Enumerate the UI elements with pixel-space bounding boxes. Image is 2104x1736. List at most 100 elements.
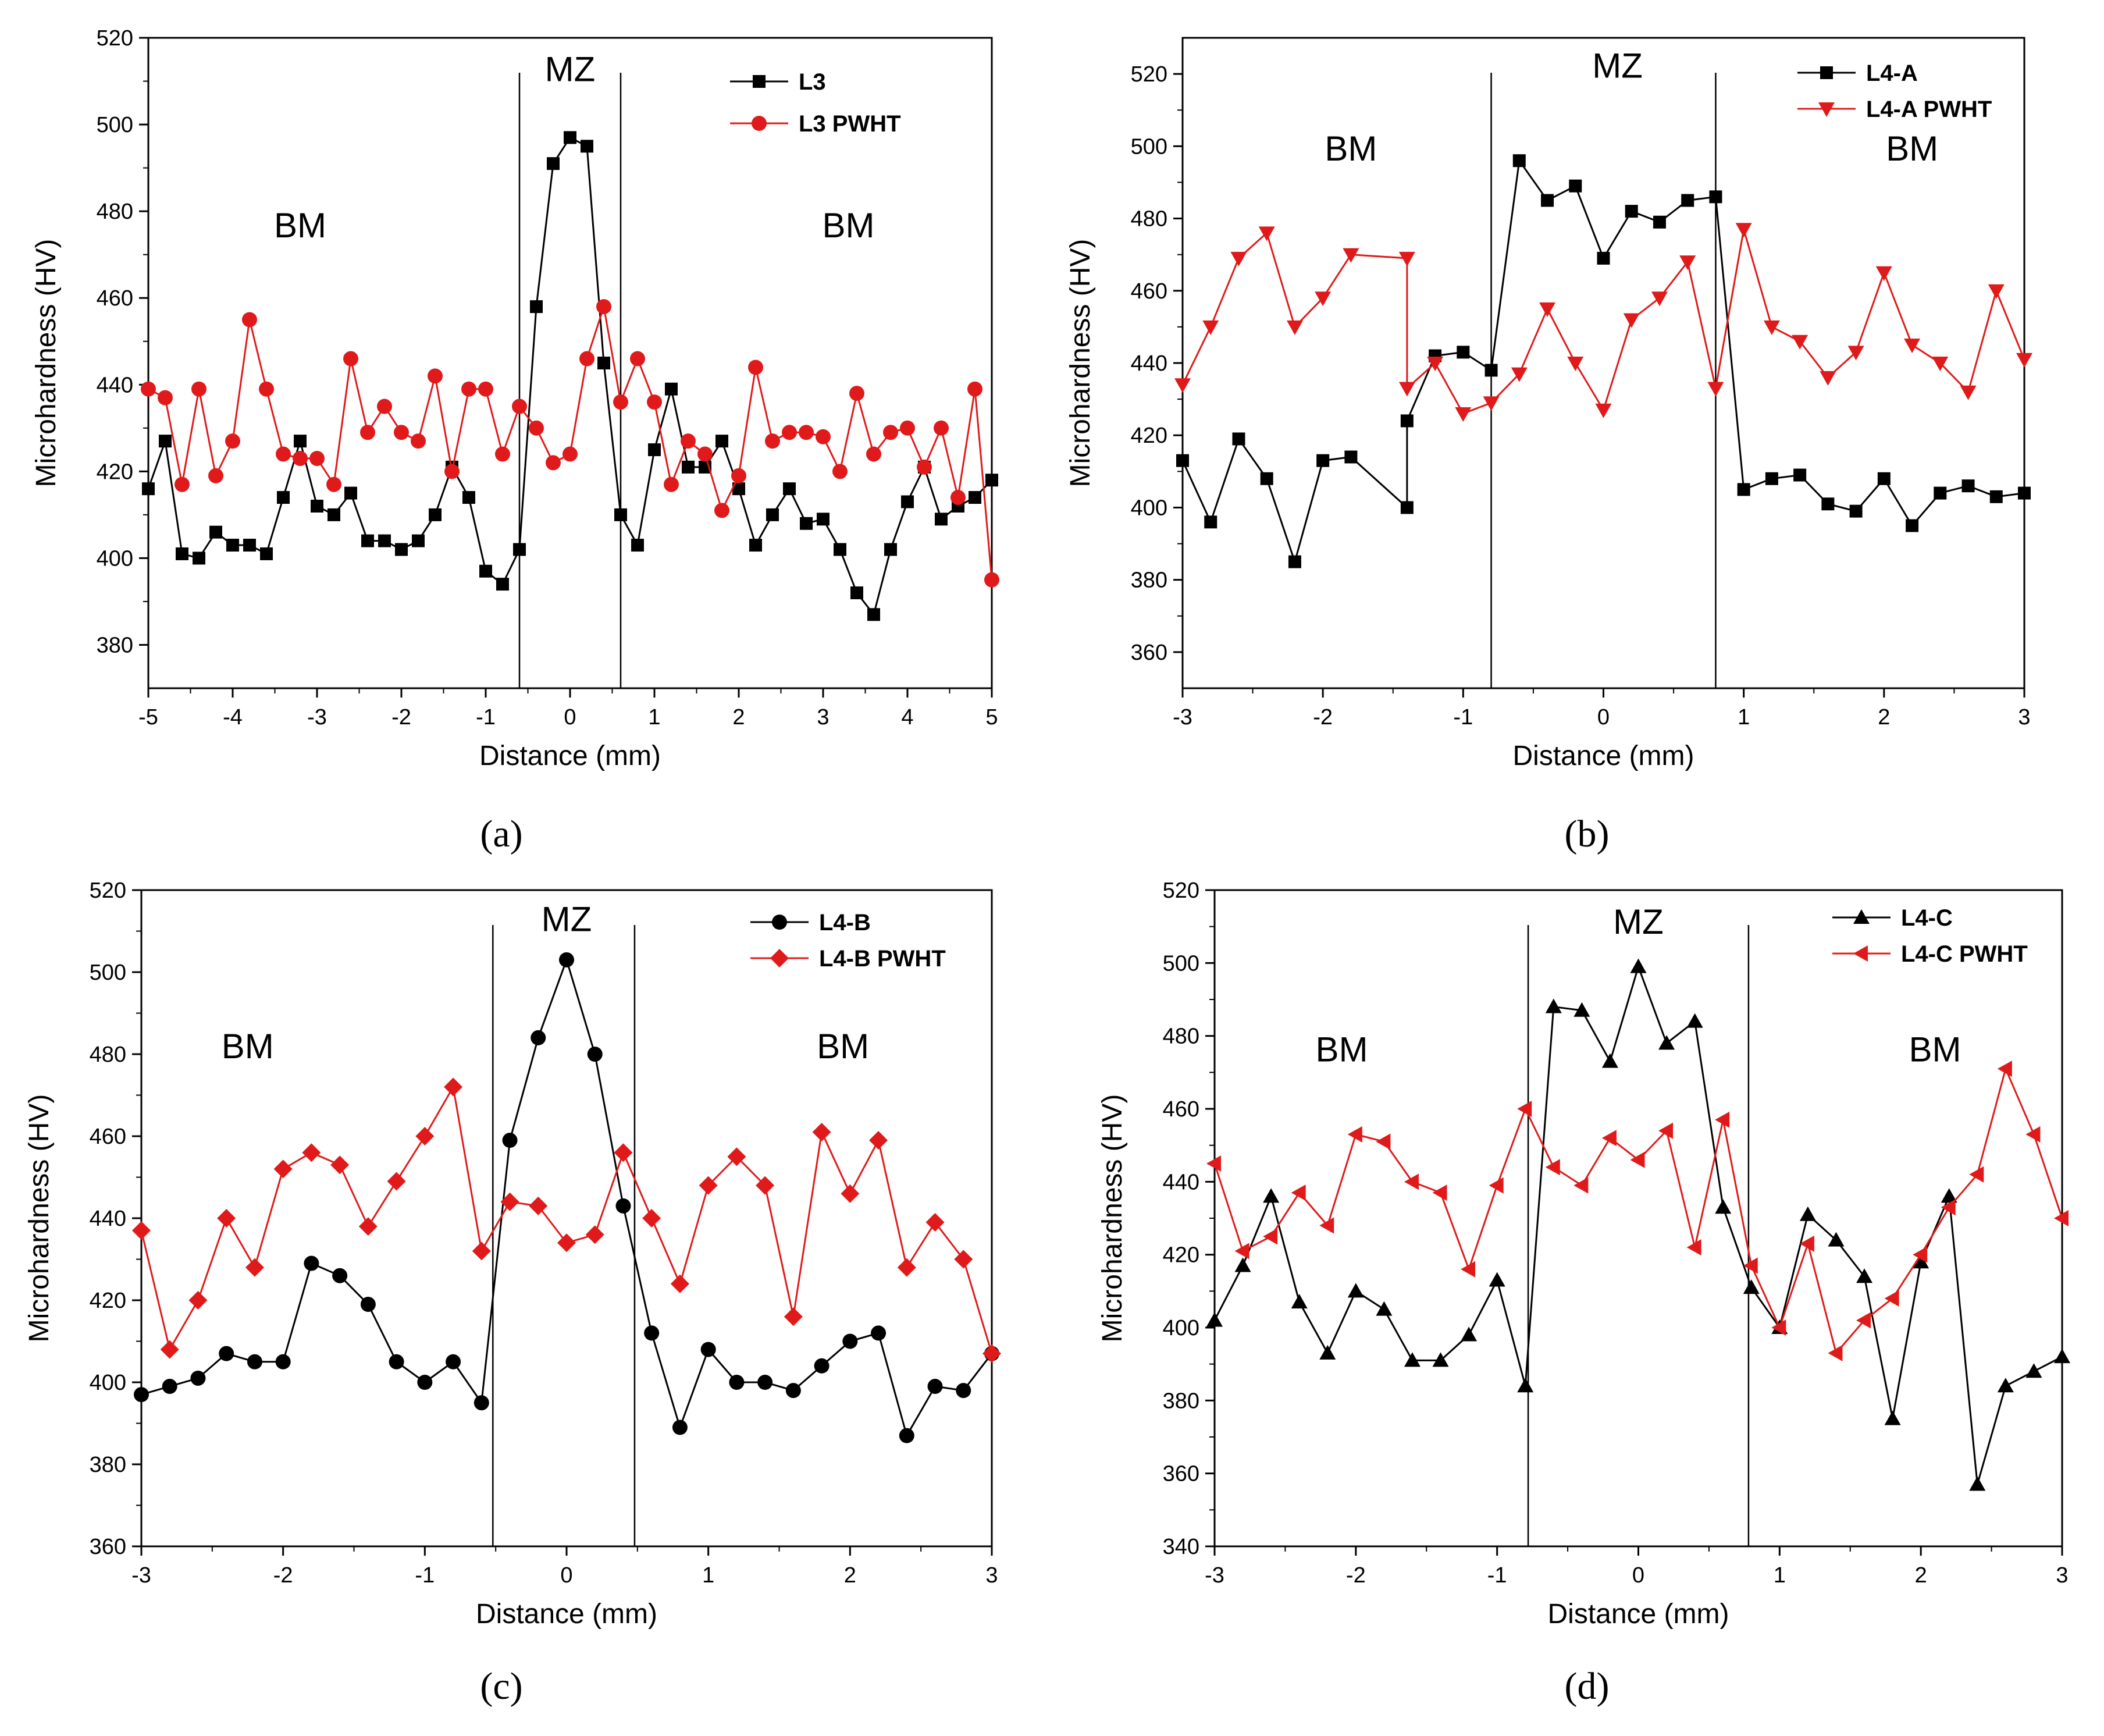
data-point — [841, 1184, 860, 1203]
y-tick-label: 420 — [97, 460, 133, 484]
legend-entry: L4-B PWHT — [750, 946, 946, 972]
data-point — [756, 1176, 775, 1195]
data-point — [1743, 1257, 1758, 1274]
data-point — [1398, 382, 1415, 397]
y-tick-label: 440 — [90, 1207, 126, 1231]
data-point — [1715, 1111, 1730, 1128]
data-point — [417, 1375, 433, 1390]
legend-marker — [1818, 102, 1835, 117]
data-point — [897, 1258, 916, 1277]
y-tick-label: 480 — [97, 200, 133, 224]
legend-label: L3 — [799, 69, 826, 95]
x-tick-label: -1 — [1487, 1563, 1507, 1588]
data-point — [1511, 367, 1528, 382]
data-point — [1288, 555, 1301, 568]
y-tick-label: 380 — [90, 1453, 126, 1477]
data-point — [1765, 472, 1778, 485]
y-tick-label: 440 — [1163, 1170, 1199, 1194]
data-point — [1625, 205, 1638, 218]
data-point — [1988, 284, 2005, 299]
x-tick-label: -1 — [415, 1563, 435, 1588]
data-point — [1489, 1272, 1505, 1287]
series-as-welded — [142, 131, 998, 621]
data-point — [699, 1176, 718, 1195]
panel-caption: (c) — [480, 1665, 522, 1707]
data-point — [1455, 407, 1472, 422]
legend-label: L4-A PWHT — [1866, 97, 1992, 122]
data-point — [956, 1383, 971, 1399]
data-point — [1799, 1235, 1814, 1252]
panel-a: -5 -4 -3 -2 -1 0 1 2 3 4 5 380 400 420 440 460 480 500 520… — [31, 26, 999, 855]
data-point — [1737, 483, 1750, 496]
data-point — [982, 1344, 1001, 1363]
data-point — [1541, 194, 1554, 207]
data-point — [344, 486, 357, 500]
data-point — [1232, 432, 1245, 446]
y-tick-label: 520 — [97, 26, 133, 51]
region-label: BM — [823, 206, 875, 245]
y-tick-label: 420 — [1163, 1243, 1199, 1268]
data-point — [1941, 1188, 1957, 1203]
data-point — [1601, 1053, 1618, 1068]
data-point — [217, 1209, 236, 1228]
data-point — [474, 1395, 489, 1411]
data-point — [700, 1342, 716, 1357]
data-point — [219, 1346, 234, 1361]
data-point — [1932, 357, 1949, 371]
legend-entry: L4-A PWHT — [1797, 97, 1992, 122]
data-point — [1597, 251, 1610, 265]
y-tick-label: 480 — [90, 1043, 126, 1067]
data-point — [478, 381, 493, 397]
data-point — [1623, 313, 1640, 328]
data-point — [415, 1127, 435, 1146]
data-point — [495, 446, 510, 462]
data-point — [1484, 364, 1498, 377]
legend-label: L4-C — [1901, 905, 1953, 931]
x-tick-label: -3 — [1205, 1563, 1224, 1588]
data-point — [158, 390, 173, 405]
data-point — [260, 547, 273, 560]
data-point — [727, 1147, 746, 1166]
data-point — [496, 578, 509, 591]
data-point — [1545, 998, 1562, 1013]
data-point — [2016, 353, 2032, 368]
data-point — [160, 1340, 179, 1359]
data-point — [1707, 382, 1724, 397]
data-point — [444, 1077, 463, 1097]
data-point — [429, 508, 442, 521]
legend-marker — [1853, 945, 1868, 962]
data-point — [1489, 1177, 1504, 1194]
data-point — [749, 539, 762, 552]
data-point — [799, 425, 814, 440]
data-point — [1234, 1243, 1249, 1260]
x-tick-label: 2 — [732, 705, 745, 730]
x-tick-label: 3 — [2056, 1563, 2068, 1588]
data-point — [1969, 1476, 1986, 1491]
data-point — [412, 534, 425, 547]
y-tick-label: 340 — [1163, 1535, 1199, 1559]
x-tick-label: 1 — [1774, 1563, 1786, 1588]
region-label: BM — [1909, 1030, 1961, 1069]
data-point — [472, 1241, 491, 1261]
data-point — [529, 420, 544, 436]
data-point — [563, 446, 578, 462]
data-point — [1961, 479, 1975, 493]
series-pwht — [1174, 223, 2032, 422]
data-point — [1539, 302, 1556, 317]
y-tick-label: 520 — [1163, 878, 1199, 903]
x-tick-label: -4 — [223, 705, 243, 730]
y-axis-title: Microhardness (HV) — [1065, 239, 1096, 488]
data-point — [581, 140, 593, 153]
x-tick-label: 0 — [560, 1563, 572, 1588]
data-point — [1913, 1246, 1928, 1263]
data-point — [681, 433, 696, 449]
y-tick-label: 460 — [90, 1125, 126, 1149]
y-tick-label: 360 — [90, 1535, 126, 1559]
data-point — [917, 459, 932, 475]
data-point — [1681, 194, 1694, 207]
data-point — [1658, 1035, 1675, 1050]
data-point — [245, 1258, 264, 1277]
data-point — [247, 1354, 262, 1369]
data-point — [502, 1133, 518, 1148]
data-point — [1258, 226, 1275, 241]
